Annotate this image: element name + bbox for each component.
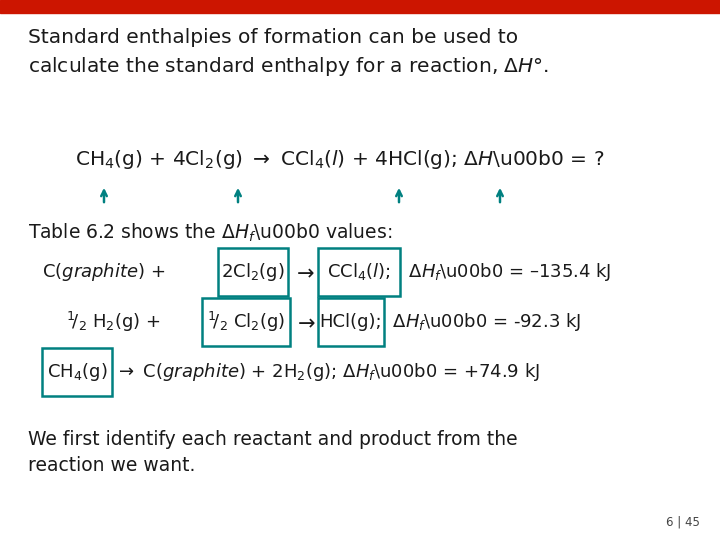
Bar — [318, 298, 384, 346]
Text: $\rightarrow$ C($\it{graphite}$) + 2H$_2$(g); $\Delta$$\it{H}_f$\u00b0 = +74.9 k: $\rightarrow$ C($\it{graphite}$) + 2H$_2… — [115, 361, 540, 383]
Text: CH$_4$(g): CH$_4$(g) — [47, 361, 107, 383]
Bar — [202, 298, 290, 346]
Text: $^1\!/_2$ Cl$_2$(g): $^1\!/_2$ Cl$_2$(g) — [207, 310, 285, 334]
Text: HCl(g);: HCl(g); — [320, 313, 382, 331]
Bar — [42, 348, 112, 396]
Text: CCl$_4$($\it{l}$);: CCl$_4$($\it{l}$); — [327, 261, 391, 282]
Text: Table 6.2 shows the $\Delta$$\it{H}_f$\u00b0 values:: Table 6.2 shows the $\Delta$$\it{H}_f$\u… — [28, 222, 392, 244]
Text: $\Delta$$\it{H}_f$\u00b0 = –135.4 kJ: $\Delta$$\it{H}_f$\u00b0 = –135.4 kJ — [403, 261, 611, 283]
Text: 2Cl$_2$(g): 2Cl$_2$(g) — [221, 261, 285, 283]
Text: Standard enthalpies of formation can be used to
calculate the standard enthalpy : Standard enthalpies of formation can be … — [28, 28, 549, 78]
Bar — [218, 248, 288, 296]
Text: $\Delta$$\it{H}_f$\u00b0 = -92.3 kJ: $\Delta$$\it{H}_f$\u00b0 = -92.3 kJ — [387, 311, 581, 333]
Text: C($\it{graphite}$) +: C($\it{graphite}$) + — [42, 261, 167, 283]
Bar — [0, 0, 720, 13]
Text: 6 | 45: 6 | 45 — [666, 516, 700, 529]
Text: $^1\!/_2$ H$_2$(g) +: $^1\!/_2$ H$_2$(g) + — [66, 310, 163, 334]
Text: CH$_4$(g) + 4Cl$_2$(g) $\rightarrow$ CCl$_4$($\it{l}$) + 4HCl(g); $\Delta$$\it{H: CH$_4$(g) + 4Cl$_2$(g) $\rightarrow$ CCl… — [75, 148, 604, 171]
Text: $\rightarrow$: $\rightarrow$ — [293, 312, 315, 332]
Text: We first identify each reactant and product from the
reaction we want.: We first identify each reactant and prod… — [28, 430, 518, 475]
Text: $\rightarrow$: $\rightarrow$ — [292, 262, 315, 282]
Bar — [318, 248, 400, 296]
